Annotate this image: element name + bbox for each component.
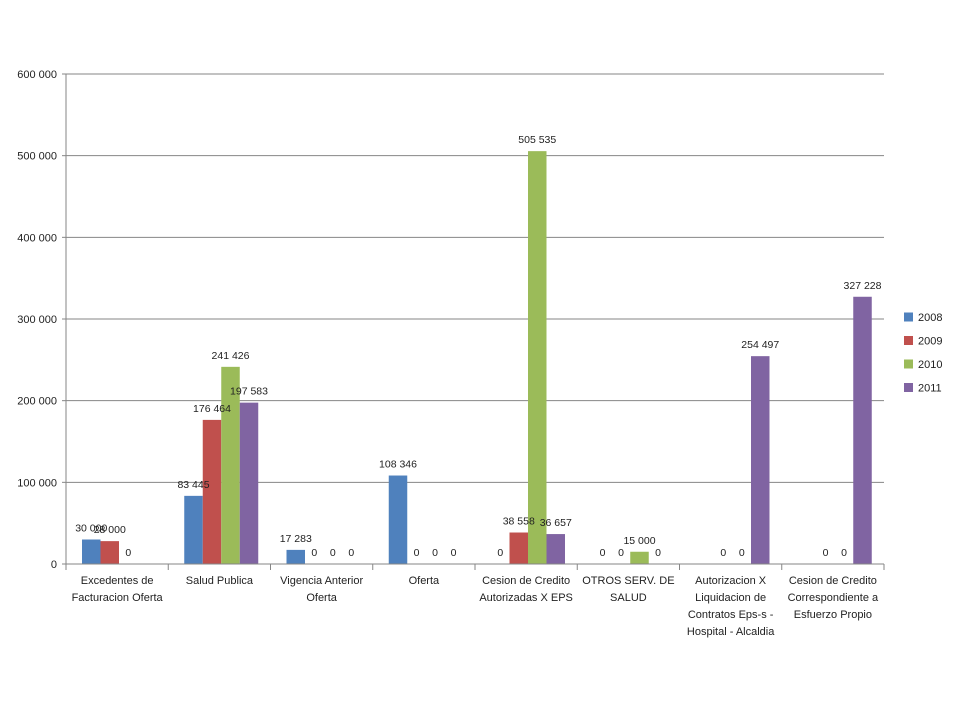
category-label-line: Salud Publica [186,575,254,587]
bar-2011 [546,534,565,564]
legend-label: 2010 [918,359,942,371]
data-label: 0 [720,547,726,559]
data-label: 241 426 [212,350,250,362]
bar-2010 [221,366,240,564]
y-tick-label: 100 000 [17,477,57,489]
y-tick-label: 400 000 [17,232,57,244]
bars [82,151,872,564]
y-tick-label: 500 000 [17,151,57,163]
data-label: 0 [497,547,503,559]
category-label-line: Hospital - Alcaldia [687,626,775,638]
data-label: 0 [739,547,745,559]
y-tick-label: 200 000 [17,396,57,408]
category-labels: Excedentes de Facturacion Oferta Salud Pub… [72,575,879,638]
data-label: 0 [311,547,317,559]
category-label: Vigencia Anterior Oferta [280,575,363,604]
category-label-line: Cesion de Credito [482,575,570,587]
data-label: 0 [823,547,829,559]
data-label: 197 583 [230,386,268,398]
category-label-line: Contratos Eps-s - [688,609,774,621]
bar-2011 [239,402,259,564]
category-label-line: Oferta [306,592,337,604]
y-tick-labels: 0 100 000 200 000 300 000 400 000 500 000 600 … [17,69,57,571]
category-label-line: Autorizadas X EPS [479,592,573,604]
category-label-line: Excedentes de [81,575,154,587]
legend-swatch-2011 [904,383,913,392]
data-label: 0 [125,547,131,559]
category-label: Salud Publica [186,575,254,587]
bar-2010 [528,151,547,564]
data-label: 15 000 [623,535,655,547]
bar-2009 [509,532,528,564]
bar-2010 [630,551,649,564]
y-tick-label: 300 000 [17,314,57,326]
data-label: 28 000 [94,524,126,536]
category-label-line: SALUD [610,592,647,604]
category-label: Cesion de Credito Correspondiente a Esfuer… [788,575,879,621]
y-tick-label: 600 000 [17,69,57,81]
y-tick-label: 0 [51,559,57,571]
axes [62,73,885,570]
data-label: 327 228 [844,280,882,292]
category-label-line: Liquidacion de [695,592,766,604]
category-label: OTROS SERV. DE SALUD [582,575,674,604]
category-label-line: OTROS SERV. DE [582,575,674,587]
category-label: Excedentes de Facturacion Oferta [72,575,164,604]
legend-swatch-2010 [904,359,913,369]
bar-2011 [853,296,872,564]
data-label: 0 [841,547,847,559]
data-label: 0 [618,547,624,559]
data-label: 0 [655,547,661,559]
bar-2008 [82,539,101,564]
category-label: Oferta [409,575,440,587]
category-label: Autorizacion X Liquidacion de Contratos Ep… [687,575,775,638]
legend-label: 2011 [918,383,942,395]
data-label: 0 [432,547,438,559]
data-label: 38 558 [503,516,535,528]
bar-2008 [286,549,305,564]
legend-label: 2008 [918,312,942,324]
bar-2008 [388,475,408,564]
data-label: 176 464 [193,403,231,415]
category-label: Cesion de Credito Autorizadas X EPS [479,575,573,604]
category-label-line: Correspondiente a [788,592,879,604]
bar-2011 [751,356,770,564]
data-label: 36 657 [540,517,572,529]
category-label-line: Autorizacion X [695,575,767,587]
data-label: 0 [451,547,457,559]
data-label: 0 [348,547,354,559]
gridlines [66,73,884,483]
bar-2009 [100,541,119,564]
data-label: 30 000 [75,523,107,535]
bar-2009 [202,419,222,564]
category-label-line: Facturacion Oferta [72,592,164,604]
legend: 2008 2009 2010 2011 [904,312,942,395]
data-label: 0 [414,547,420,559]
category-label-line: Cesion de Credito [789,575,877,587]
category-label-line: Oferta [409,575,440,587]
bar-2008 [184,495,203,564]
data-label: 0 [330,547,336,559]
data-label: 254 497 [741,339,779,351]
data-label: 17 283 [280,533,312,545]
data-label: 83 445 [177,479,209,491]
legend-label: 2009 [918,336,942,348]
legend-swatch-2009 [904,336,913,345]
data-label: 108 346 [379,459,417,471]
category-label-line: Esfuerzo Propio [794,609,872,621]
legend-swatch-2008 [904,312,913,322]
category-label-line: Vigencia Anterior [280,575,363,587]
data-label: 505 535 [518,134,556,146]
data-label: 0 [600,547,606,559]
